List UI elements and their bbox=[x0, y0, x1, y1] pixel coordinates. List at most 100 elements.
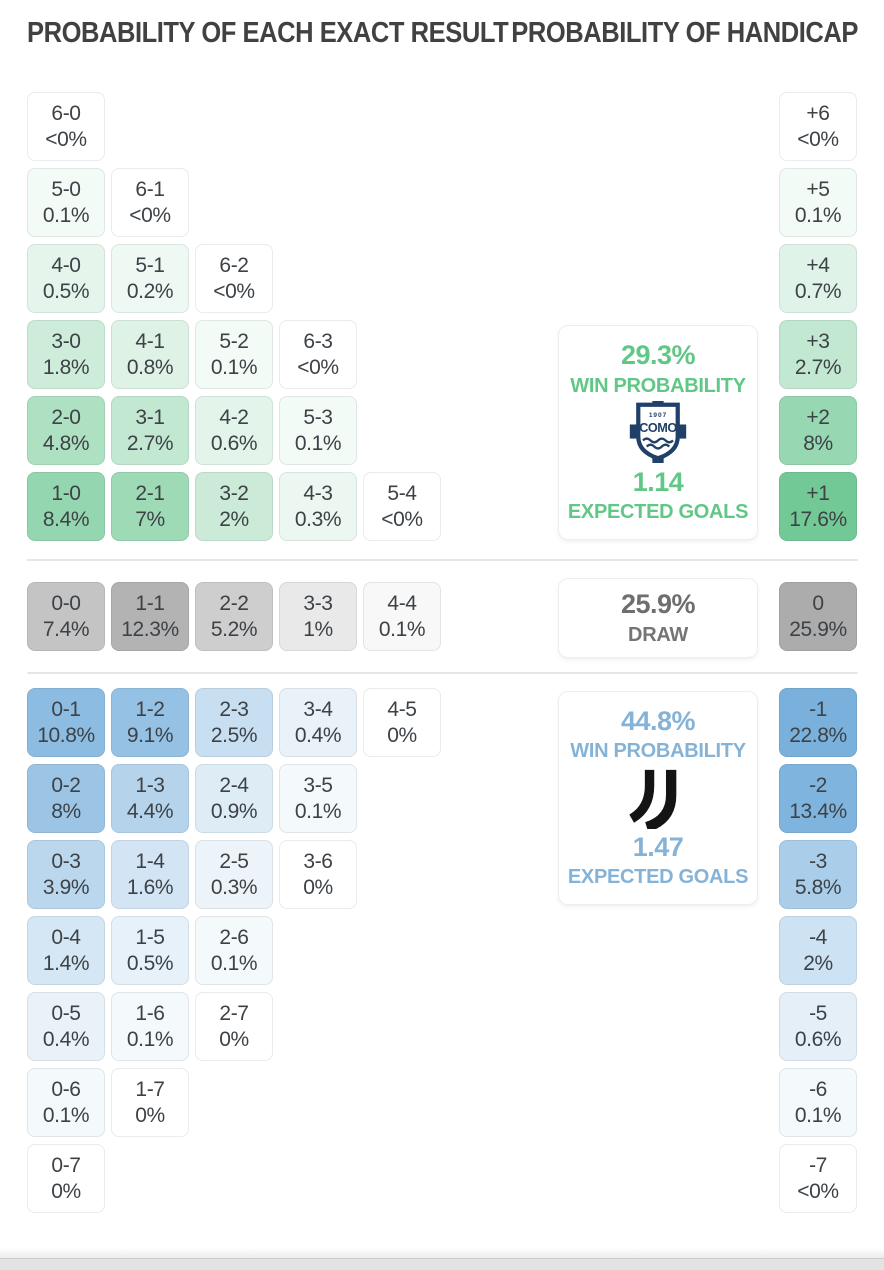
cell-score: -1 bbox=[809, 698, 827, 721]
result-cell-2-5: 2-5 0.3% bbox=[195, 840, 273, 909]
handicap-header: PROBABILITY OF HANDICAP bbox=[511, 17, 858, 49]
cell-pct: 2.7% bbox=[126, 432, 174, 455]
cell-score: 1-5 bbox=[135, 926, 165, 949]
result-cell-3-0: 3-0 1.8% bbox=[27, 320, 105, 389]
result-cell-1-4: 1-4 1.6% bbox=[111, 840, 189, 909]
cell-score: 5-0 bbox=[51, 178, 81, 201]
result-cell-0-0: 0-0 7.4% bbox=[27, 582, 105, 651]
cell-score: 0-3 bbox=[51, 850, 81, 873]
away-win-probability-label: WIN PROBABILITY bbox=[570, 740, 746, 763]
handicap-cell-+1: +1 17.6% bbox=[779, 472, 857, 541]
como-badge-icon: 1907 COMO bbox=[629, 401, 687, 463]
cell-score: 1-6 bbox=[135, 1002, 165, 1025]
cell-pct: 0.7% bbox=[794, 280, 842, 303]
result-cell-0-6: 0-6 0.1% bbox=[27, 1068, 105, 1137]
result-cell-2-4: 2-4 0.9% bbox=[195, 764, 273, 833]
cell-score: 6-1 bbox=[135, 178, 165, 201]
result-cell-6-0: 6-0 <0% bbox=[27, 92, 105, 161]
como-badge-name: COMO bbox=[639, 421, 677, 435]
cell-pct: 0.1% bbox=[294, 800, 342, 823]
cell-score: +2 bbox=[806, 406, 830, 429]
cell-pct: 0% bbox=[219, 1028, 249, 1051]
handicap-cell-+6: +6 <0% bbox=[779, 92, 857, 161]
cell-score: 0-2 bbox=[51, 774, 81, 797]
result-cell-1-2: 1-2 9.1% bbox=[111, 688, 189, 757]
result-cell-4-5: 4-5 0% bbox=[363, 688, 441, 757]
result-cell-1-7: 1-7 0% bbox=[111, 1068, 189, 1137]
home-win-probability-value: 29.3% bbox=[620, 340, 696, 370]
cell-score: 1-4 bbox=[135, 850, 165, 873]
result-cell-2-7: 2-7 0% bbox=[195, 992, 273, 1061]
result-cell-2-1: 2-1 7% bbox=[111, 472, 189, 541]
result-cell-1-1: 1-1 12.3% bbox=[111, 582, 189, 651]
bottom-edge-bar bbox=[0, 1258, 884, 1270]
cell-score: 1-3 bbox=[135, 774, 165, 797]
cell-score: 3-4 bbox=[303, 698, 333, 721]
cell-pct: 0.1% bbox=[210, 356, 258, 379]
result-cell-4-1: 4-1 0.8% bbox=[111, 320, 189, 389]
cell-score: -7 bbox=[809, 1154, 827, 1177]
cell-pct: <0% bbox=[213, 280, 255, 303]
cell-pct: 0.1% bbox=[794, 204, 842, 227]
cell-score: 0-4 bbox=[51, 926, 81, 949]
cell-pct: 0.6% bbox=[210, 432, 258, 455]
handicap-cell-+3: +3 2.7% bbox=[779, 320, 857, 389]
cell-score: +5 bbox=[806, 178, 830, 201]
cell-score: 3-2 bbox=[219, 482, 249, 505]
como-badge-year: 1907 bbox=[649, 412, 667, 419]
result-cell-2-3: 2-3 2.5% bbox=[195, 688, 273, 757]
handicap-cell-+2: +2 8% bbox=[779, 396, 857, 465]
cell-score: 0-5 bbox=[51, 1002, 81, 1025]
handicap-cell--5: -5 0.6% bbox=[779, 992, 857, 1061]
cell-pct: 2.7% bbox=[794, 356, 842, 379]
cell-score: +1 bbox=[806, 482, 830, 505]
result-cell-5-2: 5-2 0.1% bbox=[195, 320, 273, 389]
cell-pct: 0.6% bbox=[794, 1028, 842, 1051]
cell-score: 2-4 bbox=[219, 774, 249, 797]
cell-pct: 0.3% bbox=[210, 876, 258, 899]
result-cell-1-5: 1-5 0.5% bbox=[111, 916, 189, 985]
cell-score: +4 bbox=[806, 254, 830, 277]
cell-score: 2-7 bbox=[219, 1002, 249, 1025]
result-cell-6-2: 6-2 <0% bbox=[195, 244, 273, 313]
cell-score: 1-7 bbox=[135, 1078, 165, 1101]
handicap-cell-+4: +4 0.7% bbox=[779, 244, 857, 313]
cell-pct: 0.3% bbox=[294, 508, 342, 531]
juventus-logo-icon bbox=[629, 769, 677, 829]
cell-pct: 10.8% bbox=[37, 724, 95, 747]
cell-pct: 22.8% bbox=[789, 724, 847, 747]
home-win-probability-label: WIN PROBABILITY bbox=[570, 374, 746, 397]
cell-score: 6-2 bbox=[219, 254, 249, 277]
cell-pct: 8.4% bbox=[42, 508, 90, 531]
draw-summary-card: 25.9% DRAW bbox=[558, 578, 758, 658]
cell-score: +3 bbox=[806, 330, 830, 353]
result-cell-5-0: 5-0 0.1% bbox=[27, 168, 105, 237]
result-cell-4-4: 4-4 0.1% bbox=[363, 582, 441, 651]
cell-score: 0-1 bbox=[51, 698, 81, 721]
cell-pct: 2.5% bbox=[210, 724, 258, 747]
cell-score: 3-6 bbox=[303, 850, 333, 873]
cell-score: 5-3 bbox=[303, 406, 333, 429]
result-cell-0-1: 0-1 10.8% bbox=[27, 688, 105, 757]
cell-pct: 1% bbox=[303, 618, 333, 641]
cell-score: 3-0 bbox=[51, 330, 81, 353]
cell-score: 4-0 bbox=[51, 254, 81, 277]
result-cell-2-6: 2-6 0.1% bbox=[195, 916, 273, 985]
cell-pct: 7% bbox=[135, 508, 165, 531]
cell-score: 2-1 bbox=[135, 482, 165, 505]
result-cell-2-0: 2-0 4.8% bbox=[27, 396, 105, 465]
cell-score: 1-0 bbox=[51, 482, 81, 505]
result-cell-3-1: 3-1 2.7% bbox=[111, 396, 189, 465]
cell-pct: 0.2% bbox=[126, 280, 174, 303]
separator-top bbox=[27, 559, 858, 561]
cell-pct: 9.1% bbox=[126, 724, 174, 747]
cell-score: 3-5 bbox=[303, 774, 333, 797]
cell-pct: 0% bbox=[387, 724, 417, 747]
cell-pct: 0.1% bbox=[794, 1104, 842, 1127]
result-cell-1-3: 1-3 4.4% bbox=[111, 764, 189, 833]
cell-score: 1-1 bbox=[135, 592, 165, 615]
cell-score: -2 bbox=[809, 774, 827, 797]
result-cell-1-6: 1-6 0.1% bbox=[111, 992, 189, 1061]
cell-score: 0-0 bbox=[51, 592, 81, 615]
